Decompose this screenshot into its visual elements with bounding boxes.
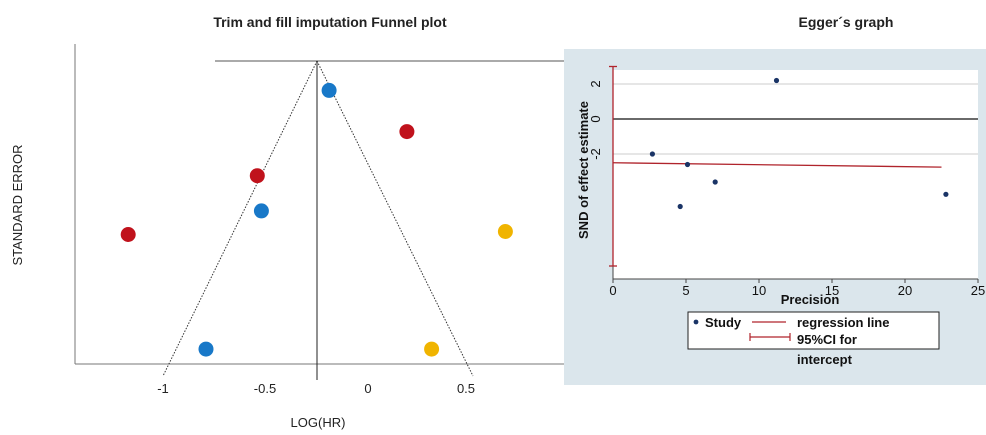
legend-box xyxy=(687,311,940,350)
egger-plot-area xyxy=(613,70,978,279)
egger-legend: Study regression line 95%CI for intercep… xyxy=(687,311,940,367)
funnel-x-label: LOG(HR) xyxy=(291,415,346,430)
egger-xtick-label: 25 xyxy=(971,283,985,298)
egger-graph: Egger´s graph 2 0 -2 SND of effect estim… xyxy=(564,14,986,385)
egger-point xyxy=(943,191,949,197)
egger-point xyxy=(773,77,780,84)
egger-xtick-label: 20 xyxy=(898,283,912,298)
funnel-point-red xyxy=(120,227,136,242)
funnel-xtick: -1 xyxy=(157,381,169,396)
funnel-point-red xyxy=(249,168,265,184)
egger-xtick-label: 0 xyxy=(609,283,616,298)
egger-ytick: 2 xyxy=(588,80,603,87)
funnel-plot: Trim and fill imputation Funnel plot -1 … xyxy=(10,14,822,430)
funnel-point-blue xyxy=(321,82,337,98)
funnel-point-red xyxy=(399,124,415,140)
legend-ci-label-1: 95%CI for xyxy=(797,332,857,347)
funnel-xtick: 0.5 xyxy=(457,381,475,396)
funnel-y-label: STANDARD ERROR xyxy=(10,144,25,265)
funnel-point-yellow xyxy=(497,224,513,239)
egger-xtick-label: 10 xyxy=(752,283,766,298)
egger-xtick-label: 5 xyxy=(682,283,689,298)
legend-study-label: Study xyxy=(705,315,742,330)
egger-xtick-label: 15 xyxy=(825,283,839,298)
egger-x-label: Precision xyxy=(781,292,840,307)
egger-ytick: 0 xyxy=(588,115,603,122)
egger-ci-intercept xyxy=(609,65,617,267)
funnel-title: Trim and fill imputation Funnel plot xyxy=(213,14,447,30)
egger-points xyxy=(649,77,949,210)
egger-regression-line xyxy=(612,162,942,168)
egger-xticks: 0 5 10 15 20 25 xyxy=(609,279,985,298)
egger-point xyxy=(712,179,718,185)
funnel-left-boundary xyxy=(162,60,318,377)
funnel-xtick: 0 xyxy=(364,381,371,396)
egger-y-label: SND of effect estimate xyxy=(576,101,591,239)
funnel-points xyxy=(120,82,513,357)
legend-ci-label-2: intercept xyxy=(797,352,853,367)
egger-point xyxy=(677,203,683,210)
funnel-point-blue xyxy=(198,341,214,357)
funnel-point-blue xyxy=(253,203,269,219)
funnel-right-boundary xyxy=(316,60,474,377)
funnel-point-yellow xyxy=(424,341,440,357)
funnel-xtick: -0.5 xyxy=(254,381,276,396)
legend-regression-label: regression line xyxy=(797,315,889,330)
egger-ytick: -2 xyxy=(588,148,603,160)
legend-study-marker xyxy=(693,319,699,325)
egger-point xyxy=(649,151,656,157)
egger-title: Egger´s graph xyxy=(799,14,894,30)
egger-point xyxy=(684,161,691,168)
